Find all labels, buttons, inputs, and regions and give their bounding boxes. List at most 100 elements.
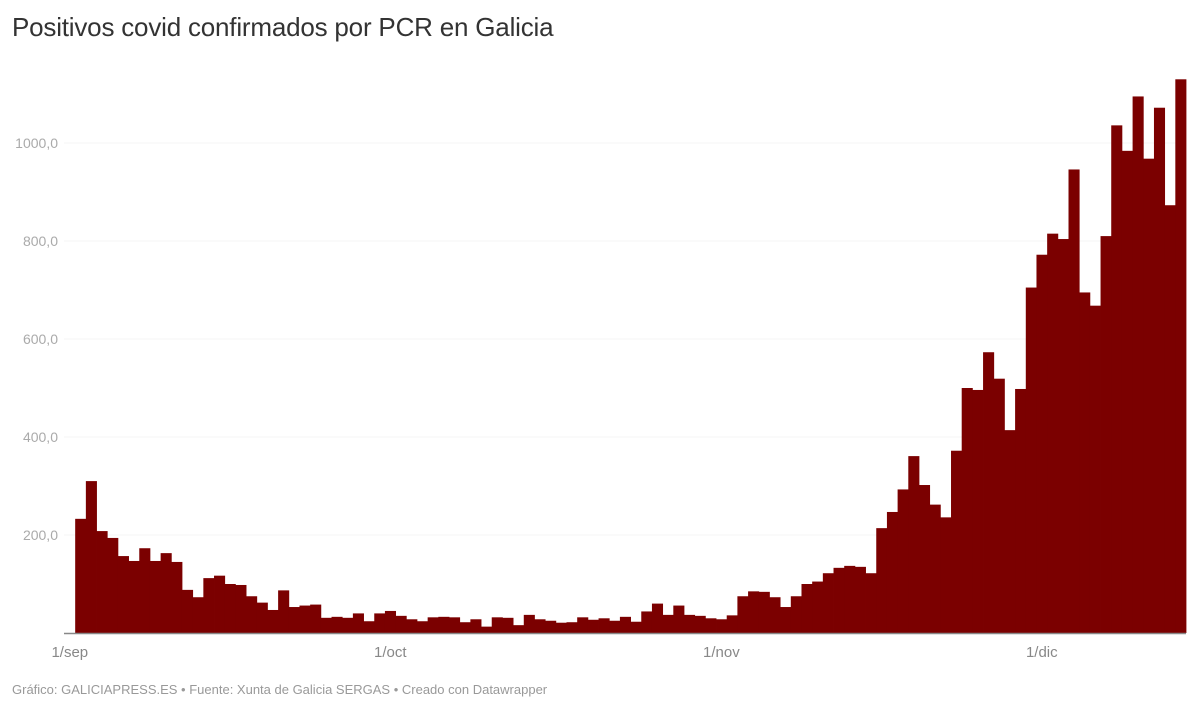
bar: [523, 614, 535, 633]
bar: [1100, 236, 1112, 633]
bar: [1121, 150, 1133, 633]
bar: [107, 537, 119, 633]
y-tick-label: 800,0: [23, 233, 58, 249]
bar: [951, 450, 963, 633]
bar: [1079, 292, 1091, 633]
bar: [513, 625, 525, 633]
bar: [149, 560, 162, 633]
bar: [748, 591, 760, 633]
bar: [908, 456, 920, 633]
bar: [139, 548, 151, 633]
bar: [384, 610, 397, 633]
bar: [1153, 107, 1166, 634]
bar: [331, 616, 343, 633]
bar: [256, 602, 268, 633]
bar: [630, 621, 642, 633]
bar: [481, 626, 493, 633]
bar: [342, 617, 354, 633]
y-tick-label: 1000,0: [15, 135, 58, 151]
bar: [1004, 430, 1016, 633]
bar: [972, 389, 984, 633]
bar: [780, 607, 792, 633]
x-tick-label: 1/nov: [703, 644, 740, 661]
bar: [235, 584, 247, 633]
y-tick-label: 600,0: [23, 331, 58, 347]
bar: [1164, 205, 1176, 634]
bar: [278, 590, 290, 633]
bar: [619, 616, 631, 633]
bar: [406, 619, 418, 633]
bar: [1057, 239, 1069, 634]
bar: [716, 619, 728, 633]
bar: [117, 556, 129, 633]
bar: [181, 589, 194, 633]
bar: [918, 485, 931, 633]
bar: [598, 618, 610, 633]
bar: [427, 617, 439, 633]
bar: [587, 619, 599, 633]
bar: [726, 615, 738, 633]
bar: [1068, 169, 1080, 633]
x-axis-ticks: 1/sep 1/oct 1/nov 1/dic: [51, 644, 1058, 661]
bar: [758, 591, 770, 633]
bar: [833, 567, 845, 633]
bar: [1143, 158, 1155, 633]
bars: [75, 79, 1187, 634]
bar: [128, 560, 140, 633]
bar: [983, 352, 995, 633]
bar: [246, 596, 258, 633]
bar: [534, 619, 546, 633]
bar: [1036, 254, 1048, 633]
bar: [822, 573, 834, 633]
bar: [555, 622, 567, 633]
bar: [993, 378, 1005, 633]
bar: [85, 481, 97, 633]
bar: [865, 573, 877, 633]
bar: [769, 597, 781, 633]
bar: [844, 565, 856, 633]
bar: [171, 561, 183, 633]
bar: [374, 613, 386, 633]
bar: [801, 584, 813, 633]
bar: [1132, 96, 1144, 633]
bar: [961, 388, 973, 633]
y-tick-label: 200,0: [23, 527, 58, 543]
x-tick-label: 1/oct: [374, 644, 407, 661]
bar: [1015, 388, 1027, 633]
bar: [940, 517, 952, 633]
chart-footer: Gráfico: GALICIAPRESS.ES • Fuente: Xunta…: [12, 682, 548, 697]
bar: [192, 597, 204, 633]
bar: [684, 614, 696, 633]
bar: [545, 620, 557, 633]
y-tick-label: 400,0: [23, 429, 58, 445]
bar: [502, 617, 514, 633]
bar: [886, 511, 899, 633]
bar: [1175, 79, 1187, 634]
bar: [438, 616, 450, 633]
bar: [812, 581, 824, 633]
bar: [1047, 233, 1059, 633]
bar: [897, 489, 909, 633]
bar: [673, 605, 685, 633]
bar: [1111, 125, 1123, 634]
bar: [470, 619, 482, 633]
bar: [288, 607, 300, 633]
bar: [491, 617, 503, 633]
bar: [449, 617, 461, 633]
x-tick-label: 1/sep: [51, 644, 88, 661]
bar: [459, 622, 471, 633]
bar: [876, 528, 888, 633]
y-axis-ticks: 200,0 400,0 600,0 800,0 1000,0: [15, 135, 58, 543]
bar: [641, 611, 653, 633]
x-tick-label: 1/dic: [1026, 644, 1058, 661]
bar: [577, 617, 589, 633]
bar: [790, 596, 802, 633]
bar: [705, 618, 717, 633]
bar: [310, 604, 322, 633]
bar: [224, 584, 236, 633]
bar: [737, 596, 749, 633]
bar: [662, 614, 674, 633]
bar: [854, 566, 866, 633]
bar: [1025, 287, 1037, 633]
